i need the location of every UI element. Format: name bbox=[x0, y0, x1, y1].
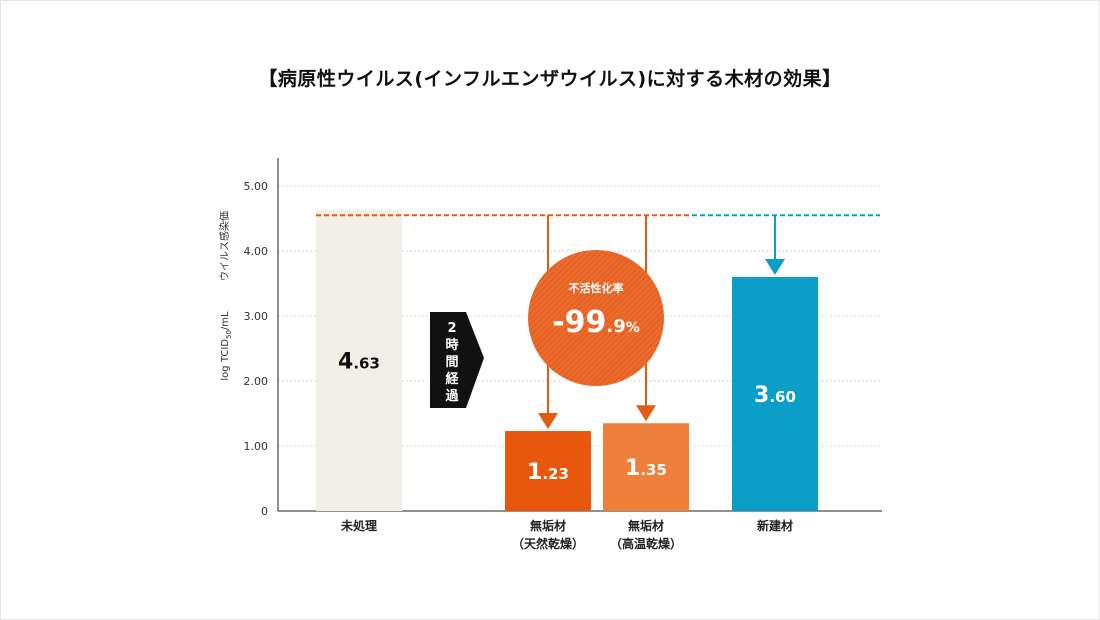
bar-value-dec: .60 bbox=[769, 388, 796, 406]
bar-value-label: 1.35 bbox=[625, 456, 667, 481]
elapsed-time-char: 経 bbox=[445, 371, 459, 387]
y-axis-label-sub: 50 bbox=[225, 330, 233, 339]
category-label: 新建材 bbox=[757, 518, 793, 533]
category-label: 無垢材 bbox=[530, 518, 566, 533]
badge-value-unit: % bbox=[626, 320, 640, 336]
bar-value-dec: .23 bbox=[542, 465, 569, 483]
chart-title: 【病原性ウイルス(インフルエンザウイルス)に対する木材の効果】 bbox=[258, 68, 842, 90]
y-axis-label-unit: log TCID bbox=[220, 339, 231, 381]
arrow-new-material-head bbox=[765, 259, 785, 275]
bar-value-label: 4.63 bbox=[338, 350, 380, 375]
arrow-natural-dry-head bbox=[538, 413, 558, 430]
bar-value-label: 1.23 bbox=[527, 460, 569, 485]
elapsed-time-char: 過 bbox=[444, 388, 459, 404]
y-tick-label: 3.00 bbox=[244, 310, 269, 323]
bar-value-label: 3.60 bbox=[754, 383, 796, 408]
elapsed-time-char: 2 bbox=[447, 321, 456, 336]
inactivation-badge bbox=[528, 250, 664, 386]
badge-value: -99.9% bbox=[552, 305, 640, 340]
y-axis-label: log TCID50/mL bbox=[220, 311, 233, 381]
y-tick-label: 0 bbox=[261, 505, 268, 518]
elapsed-time-char: 間 bbox=[445, 355, 458, 370]
elapsed-time-arrow bbox=[430, 312, 484, 408]
y-tick-label: 4.00 bbox=[244, 245, 269, 258]
y-axis-label-jp-text: ウイルス感染価 bbox=[218, 211, 231, 281]
bar-value-int: 1 bbox=[625, 456, 640, 481]
bar-value-dec: .35 bbox=[640, 461, 667, 479]
category-label: （天然乾燥） bbox=[512, 536, 584, 551]
bar-value-dec: .63 bbox=[353, 355, 380, 373]
bar bbox=[316, 210, 402, 512]
y-tick-label: 1.00 bbox=[244, 440, 269, 453]
arrow-high-temp-dry-head bbox=[636, 405, 656, 422]
y-tick-label: 2.00 bbox=[244, 375, 269, 388]
badge-value-main: -99 bbox=[552, 305, 606, 340]
category-label: （高温乾燥） bbox=[610, 536, 682, 551]
bar bbox=[505, 431, 591, 511]
bar bbox=[603, 423, 689, 511]
badge-value-dec: .9 bbox=[606, 316, 625, 337]
category-label: 無垢材 bbox=[628, 518, 664, 533]
bar-value-int: 4 bbox=[338, 350, 353, 375]
bar-value-int: 3 bbox=[754, 383, 769, 408]
bar bbox=[732, 277, 818, 511]
elapsed-time-char: 時 bbox=[445, 337, 458, 353]
y-tick-label: 5.00 bbox=[244, 180, 269, 193]
badge-label: 不活性化率 bbox=[569, 281, 624, 295]
y-axis-label-unit-end: /mL bbox=[220, 311, 231, 330]
category-label: 未処理 bbox=[340, 518, 377, 533]
bar-value-int: 1 bbox=[527, 460, 542, 485]
